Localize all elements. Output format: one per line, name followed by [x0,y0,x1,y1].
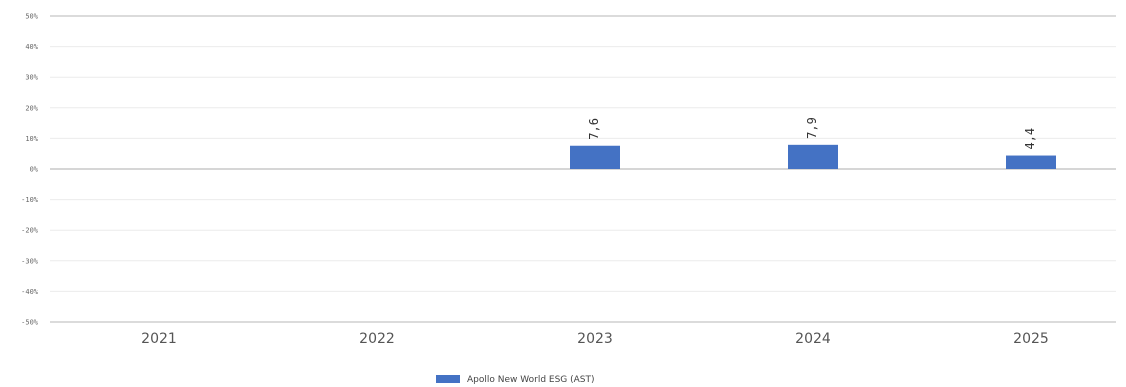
axes: 50% 40% 30% 20% 10% 0% -10% -20% -30% -40% -50% 202… [21,13,1049,348]
bar [1006,155,1056,169]
data-label: 4,4 [1023,128,1037,150]
y-tick-label: -50% [21,319,39,327]
data-label: 7,6 [587,118,601,140]
x-tick-label: 2022 [359,331,395,347]
legend-swatch [436,375,460,383]
x-tick-label: 2023 [577,331,613,347]
y-tick-label: 10% [25,135,38,143]
y-tick-label: -20% [21,227,39,235]
y-tick-label: -10% [21,196,39,204]
legend-label: Apollo New World ESG (AST) [467,375,595,385]
y-tick-label: 40% [25,43,38,51]
y-tick-label: 50% [25,13,38,21]
bar [788,144,838,169]
y-tick-label: -40% [21,288,39,296]
data-label: 7,9 [805,117,819,139]
bar [570,145,620,169]
data-labels: 7,6 7,9 4,4 [587,117,1037,149]
bars [570,144,1056,169]
legend: Apollo New World ESG (AST) [436,375,595,385]
x-tick-label: 2021 [141,331,177,347]
y-tick-label: -30% [21,257,39,265]
y-tick-label: 20% [25,104,38,112]
y-tick-label: 0% [30,166,39,174]
y-tick-label: 30% [25,74,38,82]
x-tick-label: 2024 [795,331,831,347]
x-tick-label: 2025 [1013,331,1049,347]
